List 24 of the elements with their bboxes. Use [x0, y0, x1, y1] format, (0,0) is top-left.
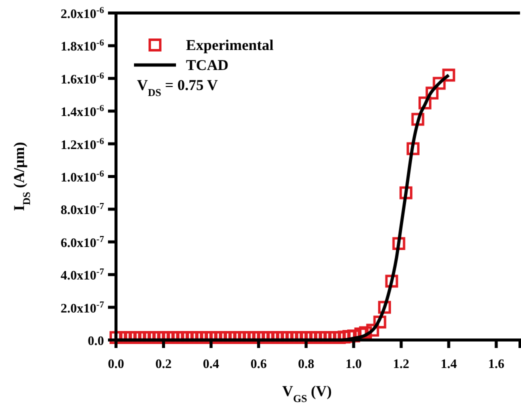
y-tick-label: 1.2x10$^{-6}$ — [60, 136, 104, 152]
x-tick-label: 1.0 — [346, 356, 362, 371]
y-tick-label: 1.8x10$^{-6}$ — [60, 38, 104, 54]
x-tick-label: 1.6 — [488, 356, 505, 371]
x-tick-label: 0.8 — [298, 356, 315, 371]
y-tick-label: 2.0x10$^{-6}$ — [60, 5, 104, 21]
legend-label: TCAD — [186, 58, 229, 74]
annotation: V$_{DS}$ = 0.75 V — [137, 78, 218, 98]
y-tick-label: 1.0x10$^{-6}$ — [60, 168, 104, 184]
y-tick-label: 1.6x10$^{-6}$ — [60, 70, 104, 86]
y-tick-label: 8.0x10$^{-7}$ — [60, 201, 104, 218]
y-tick-label: 2.0x10$^{-7}$ — [60, 299, 104, 316]
x-tick-label: 0.4 — [202, 356, 220, 371]
y-tick-label: 4.0x10$^{-7}$ — [60, 266, 104, 283]
y-tick-label: 6.0x10$^{-7}$ — [60, 234, 104, 250]
legend-label: Experimental — [186, 38, 274, 54]
x-axis-title: V$_{GS}$ (V) — [282, 384, 332, 404]
y-tick-label: 1.4x10$^{-6}$ — [60, 103, 104, 120]
y-tick-label: 0.0 — [88, 333, 104, 348]
x-tick-label: 0.2 — [155, 356, 172, 371]
x-tick-label: 1.2 — [393, 356, 410, 371]
x-tick-label: 1.4 — [440, 356, 458, 371]
x-tick-label: 0.0 — [108, 356, 124, 371]
x-tick-label: 0.6 — [250, 356, 268, 371]
